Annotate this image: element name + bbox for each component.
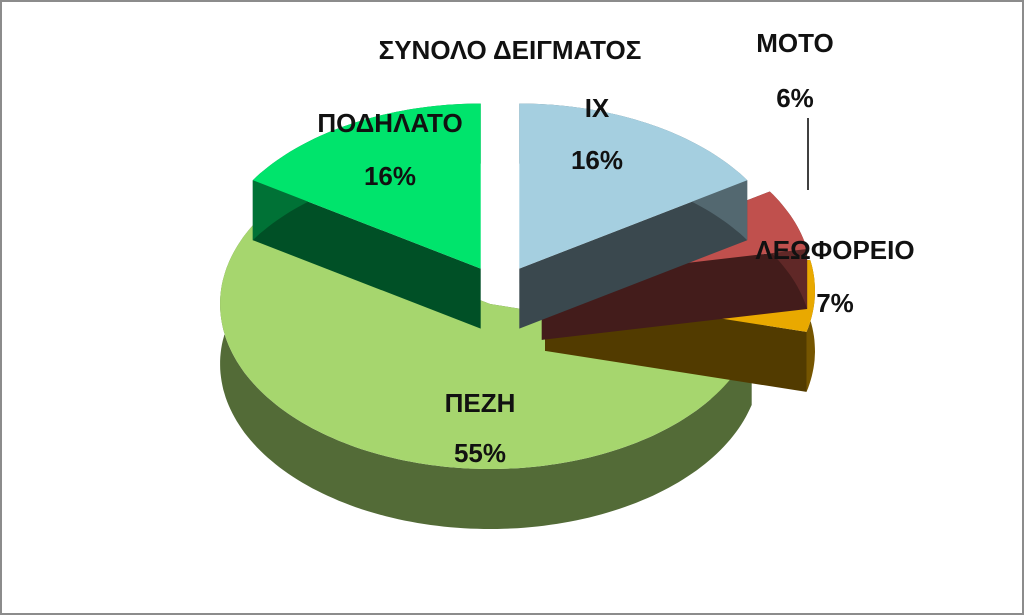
slice-side [252, 180, 481, 329]
slice-label: ΛΕΩΦΟΡΕΙΟ [755, 235, 914, 265]
slice-label: ΜΟΤΟ [756, 28, 834, 58]
slice-label: ΙΧ [585, 93, 610, 123]
slice-value-label: 7% [816, 288, 854, 318]
slice [252, 103, 481, 269]
slice-side [519, 180, 748, 329]
slice-label: ΠΟΔΗΛΑΤΟ [317, 108, 462, 138]
slice [519, 103, 748, 269]
slice-value-label: 16% [571, 145, 623, 175]
slice-value-label: 6% [776, 83, 814, 113]
slice-label: ΠΕΖΗ [445, 388, 516, 418]
chart-title: ΣΥΝΟΛΟ ΔΕΙΓΜΑΤΟΣ [379, 35, 642, 65]
slice-side [541, 249, 808, 340]
slice-side [220, 215, 752, 529]
slice-value-label: 16% [364, 161, 416, 191]
slice-value-label: 55% [454, 438, 506, 468]
